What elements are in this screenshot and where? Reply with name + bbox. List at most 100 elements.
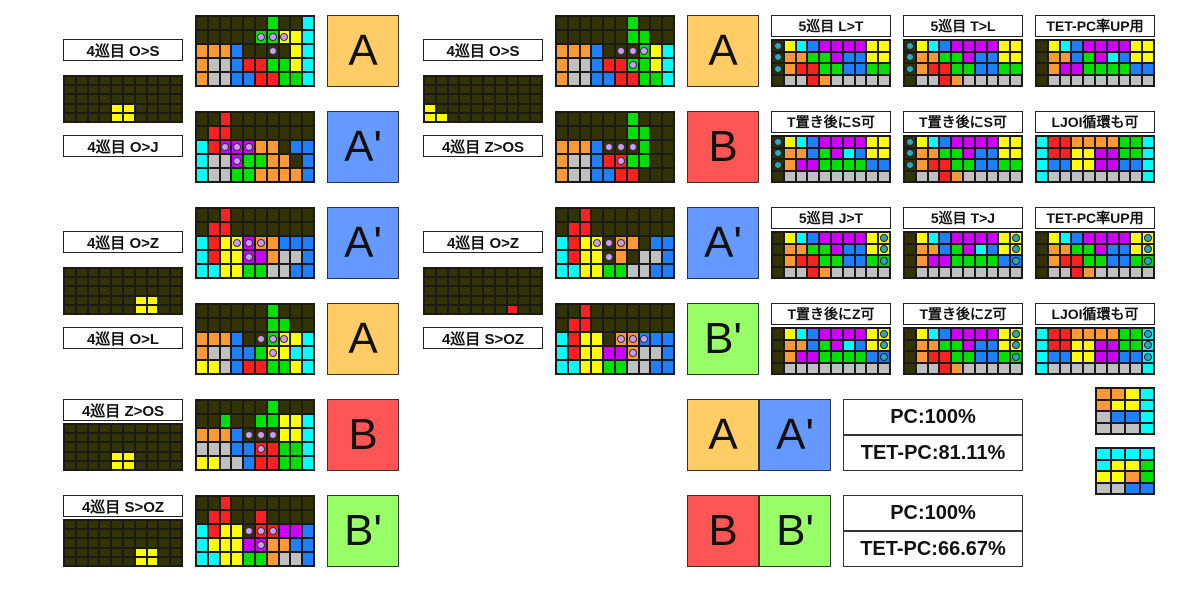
board-cell [1131, 363, 1142, 373]
label-4th-o-s: 4巡目 O>S [63, 39, 183, 61]
board-cell [604, 59, 614, 71]
board-cell [244, 31, 254, 43]
board-cell [784, 52, 795, 62]
board-cell [592, 237, 603, 249]
board-cell [1131, 340, 1142, 350]
board-cell [843, 41, 854, 51]
board-cell [100, 269, 111, 277]
board-cell [197, 401, 207, 413]
board-cell [124, 425, 134, 433]
board-cell [1126, 460, 1139, 470]
board-cell [88, 269, 99, 277]
board-cell [557, 251, 567, 263]
board-cell [1140, 412, 1153, 422]
board-cell [1084, 160, 1094, 170]
board-cell [303, 237, 313, 249]
board-cell [256, 45, 266, 57]
board-cell [291, 511, 302, 523]
board-cell [507, 86, 518, 94]
board-cell [279, 209, 290, 221]
board-cell [867, 160, 878, 170]
board-cell [639, 17, 650, 29]
board-cell [616, 113, 626, 125]
board-cell [820, 160, 830, 170]
board-cell [916, 137, 927, 147]
board-cell [197, 347, 207, 359]
board-cell [159, 296, 170, 304]
board-cell [232, 169, 243, 181]
board-cell [197, 361, 207, 373]
board-cell [1096, 233, 1106, 243]
board-cell [952, 75, 962, 85]
board-cell [604, 155, 614, 167]
board-cell [784, 267, 795, 277]
board-cell [159, 95, 170, 103]
board-cell [999, 41, 1010, 51]
board-cell [987, 256, 998, 266]
board-cell [531, 296, 541, 304]
board-cell [557, 319, 567, 331]
board-cell [267, 497, 278, 509]
board-cell [256, 333, 266, 345]
board-cell [964, 52, 974, 62]
board-a-prime-2 [195, 207, 315, 279]
board-cell [964, 137, 974, 147]
board-cell [999, 256, 1010, 266]
board-cell [616, 169, 626, 181]
board-cell [557, 347, 567, 359]
board-cell [651, 169, 662, 181]
board-cell [460, 287, 471, 295]
board-cell [832, 256, 842, 266]
board-cell [975, 171, 986, 181]
board-cell [663, 305, 673, 317]
board-cell [796, 329, 807, 339]
board-cell [159, 113, 170, 121]
board-cell [159, 305, 170, 313]
board-cell [1097, 423, 1110, 433]
board-cell [147, 557, 158, 565]
board-cell [244, 17, 254, 29]
label-5th-j-t: 5巡目 J>T [771, 207, 891, 229]
mini-board-1 [1095, 387, 1155, 435]
board-cell [303, 497, 313, 509]
board-cell [267, 305, 278, 317]
board-cell [1119, 41, 1130, 51]
board-cell [1097, 389, 1110, 399]
board-cell [65, 530, 75, 538]
board-cell [303, 429, 313, 441]
board-cell [1048, 256, 1059, 266]
board-cell [604, 361, 614, 373]
board-cell [604, 73, 614, 85]
board-cell [592, 251, 603, 263]
board-cell [616, 59, 626, 71]
board-cell [905, 352, 915, 362]
board-cell [1084, 363, 1094, 373]
board-cell [975, 75, 986, 85]
board-cell [65, 443, 75, 451]
board-cell [208, 401, 219, 413]
board-cell [124, 287, 134, 295]
board-cell [256, 155, 266, 167]
board-cell [100, 86, 111, 94]
board-cell [197, 31, 207, 43]
board-cell [495, 95, 506, 103]
board-cell [303, 443, 313, 455]
board-cell [916, 41, 927, 51]
board-cell [100, 278, 111, 286]
board-b-2 [555, 111, 675, 183]
mini-board-2 [1095, 447, 1155, 495]
board-cell [867, 267, 878, 277]
board-cell [124, 443, 134, 451]
board-cell [604, 265, 614, 277]
board-cell [987, 244, 998, 254]
board-cell [604, 141, 614, 153]
board-cell [197, 209, 207, 221]
board-cell [436, 278, 447, 286]
board-cell [197, 305, 207, 317]
board-cell [171, 539, 181, 547]
board-cell [627, 237, 638, 249]
board-cell [448, 278, 459, 286]
board-cell [267, 553, 278, 565]
board-cell [879, 233, 889, 243]
board-cell [232, 553, 243, 565]
